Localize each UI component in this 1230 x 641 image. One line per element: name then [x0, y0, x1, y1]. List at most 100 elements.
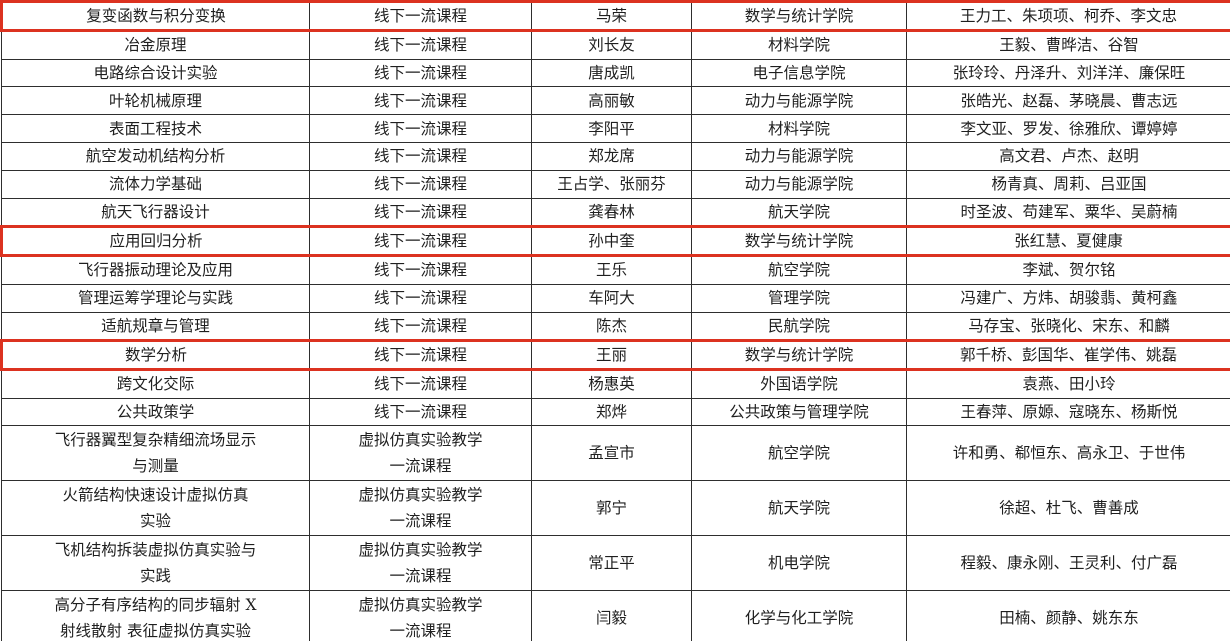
- course-name-cell: 飞行器翼型复杂精细流场显示 与测量: [1, 425, 310, 482]
- team-members-cell: 王力工、朱项项、柯乔、李文忠: [906, 0, 1230, 33]
- team-members-cell: 郭千桥、彭国华、崔学伟、姚磊: [906, 338, 1230, 372]
- course-type-cell: 虚拟仿真实验教学 一流课程: [309, 480, 532, 537]
- team-members-cell: 张红慧、夏健康: [906, 224, 1230, 258]
- team-members-cell: 时圣波、苟建军、粟华、吴蔚楠: [906, 197, 1230, 228]
- team-members-cell: 高文君、卢杰、赵明: [906, 142, 1230, 171]
- leader-cell: 杨惠英: [531, 369, 692, 399]
- table-row: 飞行器翼型复杂精细流场显示 与测量 虚拟仿真实验教学 一流课程 孟宣市 航空学院…: [1, 425, 1230, 482]
- course-name-cell: 火箭结构快速设计虚拟仿真 实验: [1, 480, 310, 537]
- course-name-cell: 航天飞行器设计: [1, 197, 310, 228]
- course-type-cell: 线下一流课程: [309, 30, 532, 60]
- leader-cell: 龚春林: [531, 197, 692, 228]
- table-row: 公共政策学 线下一流课程 郑烨 公共政策与管理学院 王春萍、原嫄、寇晓东、杨斯悦: [1, 397, 1230, 427]
- college-cell: 数学与统计学院: [691, 224, 907, 258]
- team-members-cell: 王毅、曹晔洁、谷智: [906, 30, 1230, 60]
- course-type-cell: 线下一流课程: [309, 86, 532, 116]
- team-members-cell: 许和勇、郗恒东、高永卫、于世伟: [906, 425, 1230, 482]
- college-cell: 航天学院: [691, 480, 907, 537]
- table-row: 适航规章与管理 线下一流课程 陈杰 民航学院 马存宝、张晓化、宋东、和麟: [1, 311, 1230, 341]
- course-type-cell: 线下一流课程: [309, 255, 532, 285]
- course-type-cell: 线下一流课程: [309, 224, 532, 258]
- course-name-cell: 电路综合设计实验: [1, 58, 310, 88]
- course-type-cell: 线下一流课程: [309, 114, 532, 144]
- leader-cell: 郭宁: [531, 480, 692, 537]
- college-cell: 动力与能源学院: [691, 169, 907, 199]
- table-row: 流体力学基础 线下一流课程 王占学、张丽芬 动力与能源学院 杨青真、周莉、吕亚国: [1, 169, 1230, 199]
- course-name-cell: 跨文化交际: [1, 369, 310, 399]
- team-members-cell: 冯建广、方炜、胡骏翡、黄柯鑫: [906, 283, 1230, 313]
- table-row: 跨文化交际 线下一流课程 杨惠英 外国语学院 袁燕、田小玲: [1, 369, 1230, 399]
- leader-cell: 唐成凯: [531, 58, 692, 88]
- college-cell: 航空学院: [691, 425, 907, 482]
- leader-cell: 王占学、张丽芬: [531, 169, 692, 199]
- table-row: 复变函数与积分变换 线下一流课程 马荣 数学与统计学院 王力工、朱项项、柯乔、李…: [0, 0, 1230, 33]
- leader-cell: 高丽敏: [531, 86, 692, 116]
- team-members-cell: 杨青真、周莉、吕亚国: [906, 169, 1230, 199]
- table-row: 管理运筹学理论与实践 线下一流课程 车阿大 管理学院 冯建广、方炜、胡骏翡、黄柯…: [1, 283, 1230, 313]
- course-type-cell: 线下一流课程: [309, 397, 532, 427]
- leader-cell: 郑烨: [531, 397, 692, 427]
- table-row: 飞机结构拆装虚拟仿真实验与 实践 虚拟仿真实验教学 一流课程 常正平 机电学院 …: [1, 535, 1230, 592]
- course-name-cell: 冶金原理: [1, 30, 310, 60]
- leader-cell: 郑龙席: [531, 142, 692, 171]
- college-cell: 公共政策与管理学院: [691, 397, 907, 427]
- team-members-cell: 田楠、颜静、姚东东: [906, 590, 1230, 641]
- table-row: 叶轮机械原理 线下一流课程 高丽敏 动力与能源学院 张皓光、赵磊、茅晓晨、曹志远: [1, 86, 1230, 116]
- course-type-cell: 虚拟仿真实验教学 一流课程: [309, 425, 532, 482]
- table-row: 航天飞行器设计 线下一流课程 龚春林 航天学院 时圣波、苟建军、粟华、吴蔚楠: [1, 197, 1230, 228]
- team-members-cell: 马存宝、张晓化、宋东、和麟: [906, 311, 1230, 341]
- table-row: 表面工程技术 线下一流课程 李阳平 材料学院 李文亚、罗发、徐雅欣、谭婷婷: [1, 114, 1230, 144]
- course-type-cell: 虚拟仿真实验教学 一流课程: [309, 590, 532, 641]
- course-type-cell: 线下一流课程: [309, 0, 532, 33]
- course-name-cell: 飞行器振动理论及应用: [1, 255, 310, 285]
- college-cell: 电子信息学院: [691, 58, 907, 88]
- course-name-cell: 航空发动机结构分析: [1, 142, 310, 171]
- leader-cell: 王乐: [531, 255, 692, 285]
- leader-cell: 陈杰: [531, 311, 692, 341]
- table-row: 火箭结构快速设计虚拟仿真 实验 虚拟仿真实验教学 一流课程 郭宁 航天学院 徐超…: [1, 480, 1230, 537]
- team-members-cell: 程毅、康永刚、王灵利、付广磊: [906, 535, 1230, 592]
- college-cell: 数学与统计学院: [691, 0, 907, 33]
- leader-cell: 刘长友: [531, 30, 692, 60]
- team-members-cell: 李文亚、罗发、徐雅欣、谭婷婷: [906, 114, 1230, 144]
- course-type-cell: 线下一流课程: [309, 283, 532, 313]
- course-type-cell: 线下一流课程: [309, 142, 532, 171]
- leader-cell: 闫毅: [531, 590, 692, 641]
- college-cell: 管理学院: [691, 283, 907, 313]
- leader-cell: 常正平: [531, 535, 692, 592]
- course-type-cell: 线下一流课程: [309, 197, 532, 228]
- course-type-cell: 线下一流课程: [309, 369, 532, 399]
- college-cell: 航空学院: [691, 255, 907, 285]
- team-members-cell: 李斌、贺尔铭: [906, 255, 1230, 285]
- table-row: 应用回归分析 线下一流课程 孙中奎 数学与统计学院 张红慧、夏健康: [0, 224, 1230, 258]
- table-row: 高分子有序结构的同步辐射 X 射线散射 表征虚拟仿真实验 虚拟仿真实验教学 一流…: [1, 590, 1230, 641]
- leader-cell: 李阳平: [531, 114, 692, 144]
- table-row: 飞行器振动理论及应用 线下一流课程 王乐 航空学院 李斌、贺尔铭: [1, 255, 1230, 285]
- course-name-cell: 飞机结构拆装虚拟仿真实验与 实践: [1, 535, 310, 592]
- team-members-cell: 袁燕、田小玲: [906, 369, 1230, 399]
- team-members-cell: 徐超、杜飞、曹善成: [906, 480, 1230, 537]
- course-name-cell: 公共政策学: [1, 397, 310, 427]
- college-cell: 材料学院: [691, 114, 907, 144]
- leader-cell: 孙中奎: [531, 224, 692, 258]
- college-cell: 机电学院: [691, 535, 907, 592]
- college-cell: 化学与化工学院: [691, 590, 907, 641]
- leader-cell: 孟宣市: [531, 425, 692, 482]
- leader-cell: 王丽: [531, 338, 692, 372]
- table-row: 航空发动机结构分析 线下一流课程 郑龙席 动力与能源学院 高文君、卢杰、赵明: [1, 142, 1230, 171]
- course-type-cell: 线下一流课程: [309, 169, 532, 199]
- college-cell: 民航学院: [691, 311, 907, 341]
- table-row: 电路综合设计实验 线下一流课程 唐成凯 电子信息学院 张玲玲、丹泽升、刘洋洋、廉…: [1, 58, 1230, 88]
- course-name-cell: 流体力学基础: [1, 169, 310, 199]
- college-cell: 航天学院: [691, 197, 907, 228]
- leader-cell: 马荣: [531, 0, 692, 33]
- college-cell: 动力与能源学院: [691, 142, 907, 171]
- college-cell: 材料学院: [691, 30, 907, 60]
- course-name-cell: 管理运筹学理论与实践: [1, 283, 310, 313]
- course-name-cell: 复变函数与积分变换: [0, 0, 310, 33]
- course-type-cell: 虚拟仿真实验教学 一流课程: [309, 535, 532, 592]
- course-name-cell: 叶轮机械原理: [1, 86, 310, 116]
